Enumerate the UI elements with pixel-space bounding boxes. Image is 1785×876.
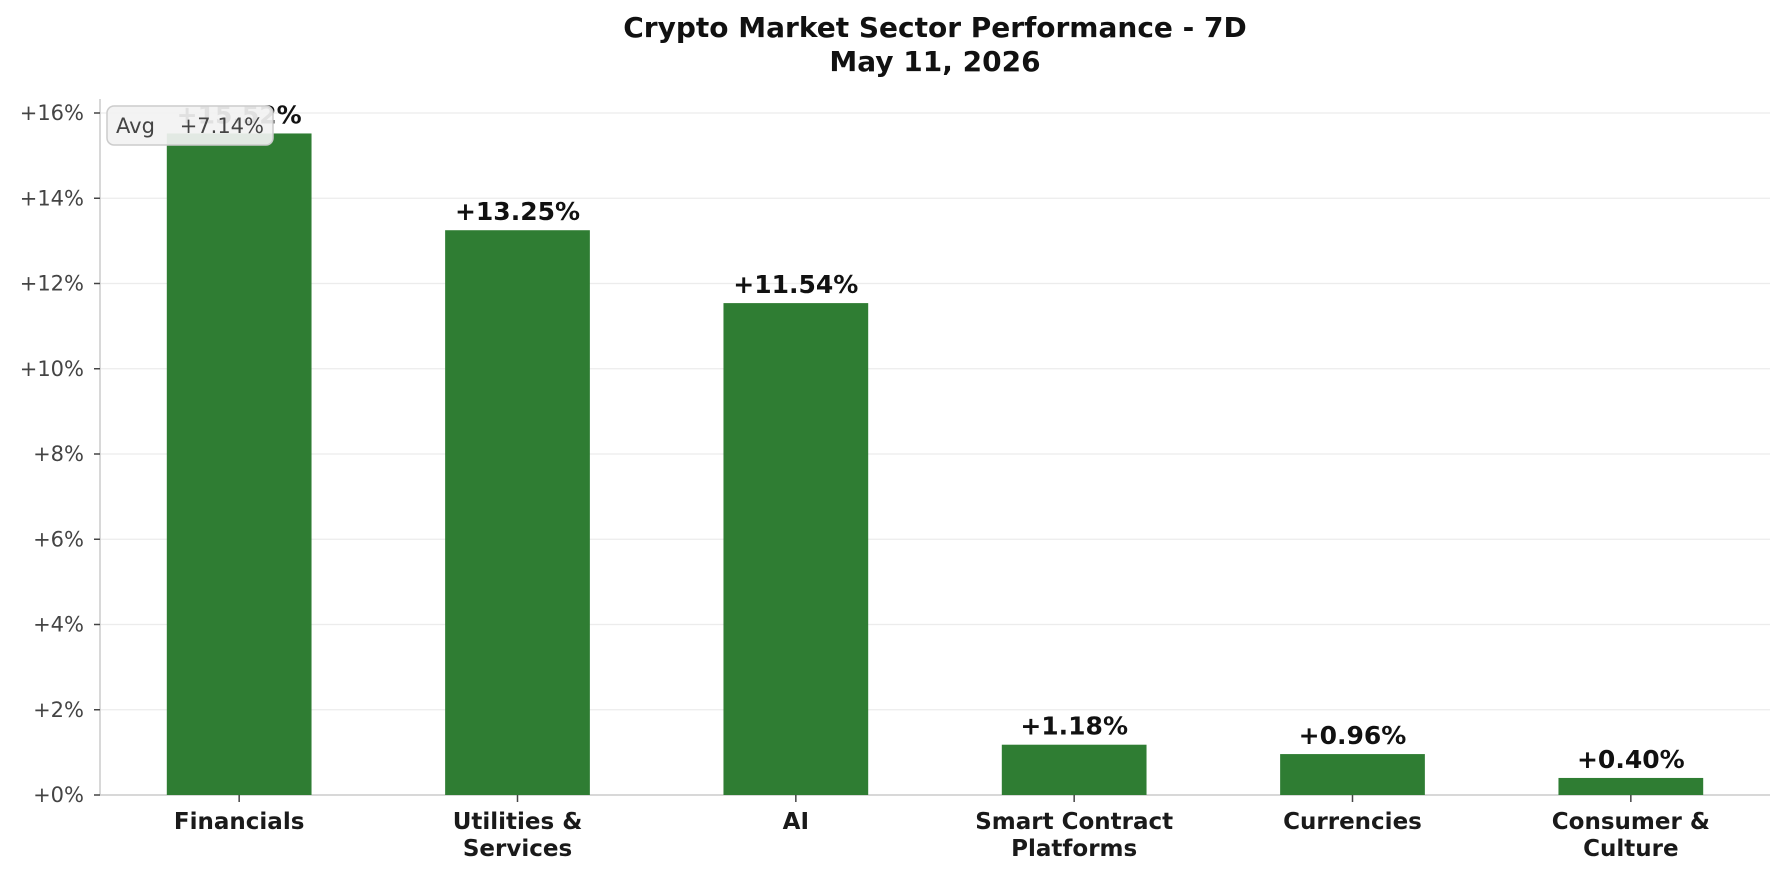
bar	[1558, 777, 1704, 795]
grid-lines	[100, 112, 1770, 711]
y-tick-label: +6%	[33, 527, 84, 551]
bar	[1280, 754, 1425, 795]
y-tick-label: +4%	[33, 613, 84, 637]
data-labels: +15.52%+13.25%+11.54%+1.18%+0.96%+0.40%	[177, 100, 1685, 773]
chart-subtitle: May 11, 2026	[829, 45, 1040, 78]
bar-value-label: +11.54%	[733, 270, 858, 299]
y-tick-label: +10%	[20, 357, 84, 381]
chart-title: Crypto Market Sector Performance - 7D	[623, 11, 1247, 44]
avg-legend-value: +7.14%	[180, 114, 264, 138]
x-tick-label: Consumer & Culture	[1552, 809, 1710, 862]
y-tick-label: +8%	[33, 442, 84, 466]
x-tick-label: Currencies	[1283, 809, 1422, 835]
bar-value-label: +0.96%	[1299, 721, 1407, 750]
x-tick-label: Financials	[174, 809, 304, 835]
avg-legend: Avg +7.14%	[106, 105, 274, 146]
bars	[166, 133, 1704, 795]
bar	[166, 133, 312, 795]
bar-value-label: +13.25%	[455, 197, 580, 226]
y-tick-label: +2%	[33, 698, 84, 722]
y-tick-label: +0%	[33, 783, 84, 807]
axes	[99, 99, 1770, 796]
y-tick-label: +16%	[20, 101, 84, 125]
x-tick-label: AI	[783, 809, 809, 835]
x-tick-label: Utilities & Services	[453, 809, 583, 862]
avg-legend-label: Avg	[116, 114, 155, 138]
bar	[1001, 744, 1147, 795]
x-tick-label: Smart Contract Platforms	[975, 809, 1173, 862]
bar-value-label: +0.40%	[1577, 745, 1685, 774]
bar-value-label: +1.18%	[1020, 712, 1128, 741]
x-axis-ticks: Financials Utilities & Services AI Smart Con…	[174, 795, 1710, 862]
y-tick-label: +12%	[20, 272, 84, 296]
avg-legend-box	[106, 105, 274, 146]
y-axis-ticks: +0% +2% +4% +6% +8% +10% +12% +14% +16%	[20, 101, 100, 807]
y-tick-label: +14%	[20, 186, 84, 210]
bar	[723, 303, 869, 795]
bar	[445, 230, 590, 795]
